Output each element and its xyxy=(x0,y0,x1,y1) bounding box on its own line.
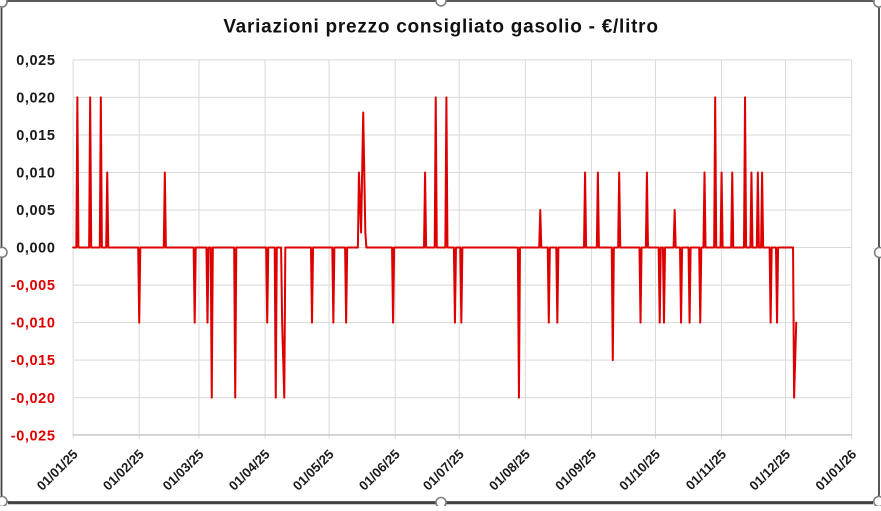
svg-text:Variazioni prezzo consigliato: Variazioni prezzo consigliato gasolio - … xyxy=(223,17,658,38)
svg-text:0,025: 0,025 xyxy=(16,53,55,69)
svg-text:-0,005: -0,005 xyxy=(11,278,56,294)
svg-text:-0,015: -0,015 xyxy=(11,353,56,369)
svg-text:-0,025: -0,025 xyxy=(11,428,56,444)
svg-text:0,010: 0,010 xyxy=(16,166,55,182)
svg-text:-0,010: -0,010 xyxy=(11,316,56,332)
svg-text:0,005: 0,005 xyxy=(16,203,55,219)
svg-text:0,020: 0,020 xyxy=(16,91,55,107)
svg-text:0,015: 0,015 xyxy=(16,128,55,144)
svg-text:-0,020: -0,020 xyxy=(11,391,56,407)
svg-text:0,000: 0,000 xyxy=(16,241,55,257)
